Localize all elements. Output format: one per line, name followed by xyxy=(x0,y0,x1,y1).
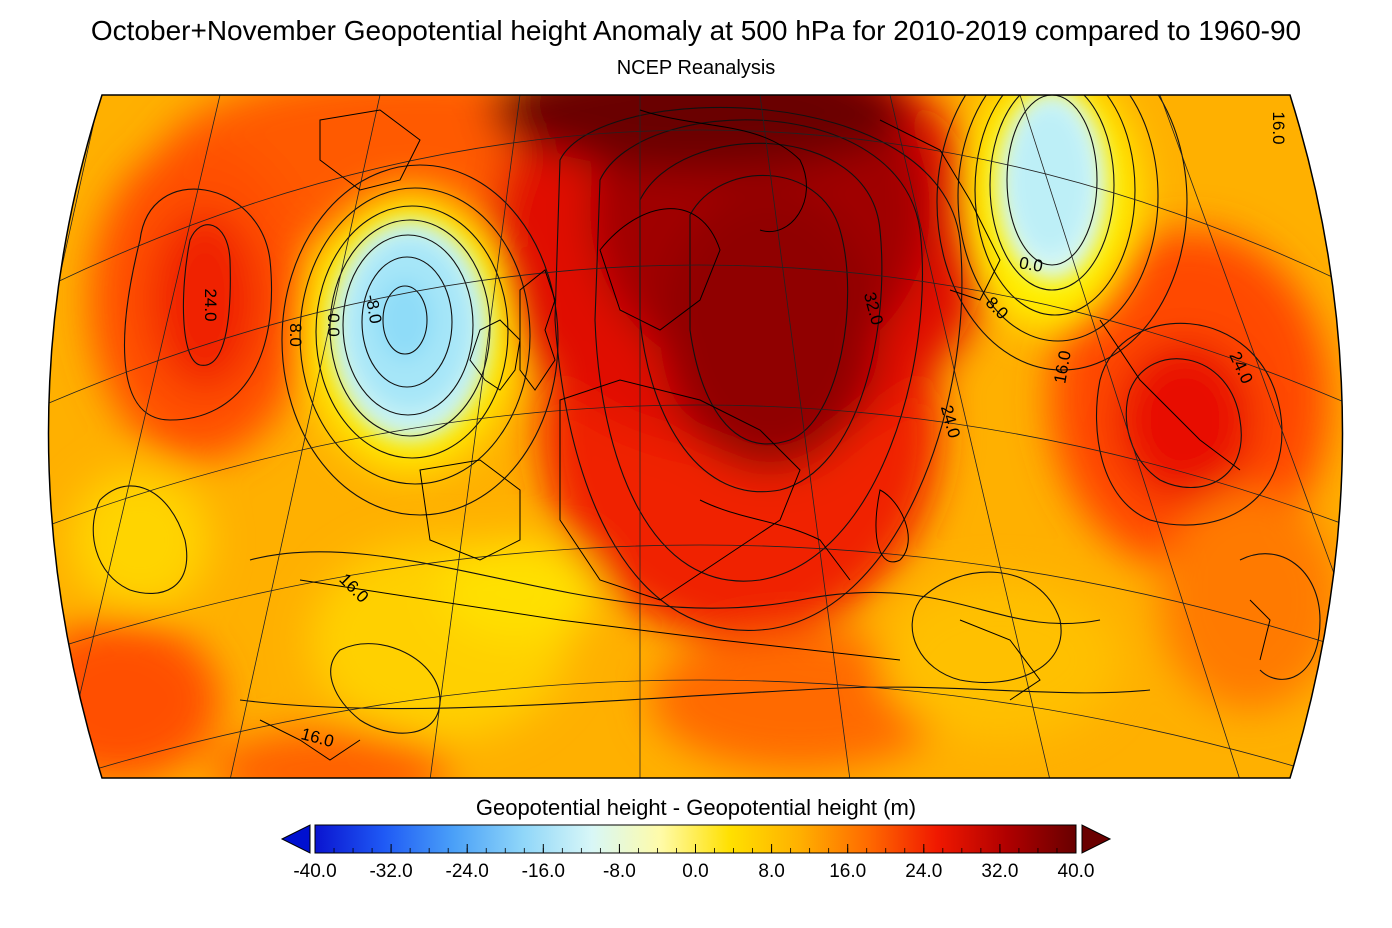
contour-label: 0.0 xyxy=(324,313,343,337)
colorbar-tick-label: 16.0 xyxy=(829,861,866,882)
colorbar-tick-label: -8.0 xyxy=(603,861,636,882)
map-border xyxy=(47,94,1344,779)
contour-label: 24.0 xyxy=(201,288,220,321)
colorbar-tick-label: 32.0 xyxy=(981,861,1018,882)
colorbar-tick-label: -32.0 xyxy=(369,861,412,882)
coastlines xyxy=(259,109,1271,761)
contour-label: 0.0 xyxy=(1018,253,1045,276)
contour-label: 8.0 xyxy=(286,323,305,347)
colorbar-tick-label: -24.0 xyxy=(446,861,489,882)
chart-title: October+November Geopotential height Ano… xyxy=(90,15,1302,46)
colorbar-tick-label: 0.0 xyxy=(682,861,708,882)
contour-label: 16.0 xyxy=(1269,111,1288,144)
colorbar-tick-label: 8.0 xyxy=(758,861,784,882)
colorbar-max-arrow xyxy=(1081,824,1112,854)
contour-lines xyxy=(92,95,1321,734)
colorbar-tick-label: -40.0 xyxy=(293,861,336,882)
anomaly-field: 24.0 8.0 0.0 -8.0 32.0 24.0 0.0 8.0 16.0… xyxy=(48,95,1343,778)
colorbar-tick-label: -16.0 xyxy=(522,861,565,882)
colorbar: -40.0 -32.0 -24.0 -16.0 -8.0 0.0 8.0 16.0 24.0 32… xyxy=(280,824,1112,882)
chart-subtitle: NCEP Reanalysis xyxy=(616,57,776,79)
colorbar-tick-label: 24.0 xyxy=(905,861,942,882)
contour-label: -8.0 xyxy=(362,293,386,325)
colorbar-min-arrow xyxy=(280,824,311,854)
colorbar-label: Geopotential height - Geopotential heigh… xyxy=(475,795,917,820)
colorbar-tick-label: 40.0 xyxy=(1058,861,1095,882)
graticule xyxy=(48,95,1343,778)
